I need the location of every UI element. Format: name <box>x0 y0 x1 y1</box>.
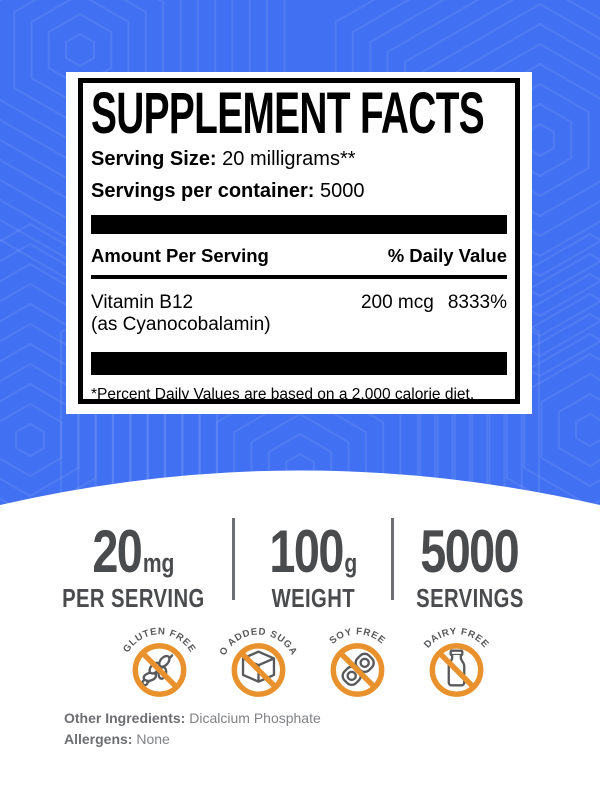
gluten-free-badge: GLUTEN FREE <box>111 612 208 702</box>
prohibition-circle <box>132 643 187 697</box>
prohibition-circle <box>231 643 286 697</box>
stat-servings: 5000 SERVINGS <box>394 516 545 612</box>
badge-label: NO ADDED SUGAR <box>210 612 299 658</box>
nutrient-name: Vitamin B12 (as Cyanocobalamin) <box>91 292 271 337</box>
svg-text:NO ADDED SUGAR: NO ADDED SUGAR <box>210 612 299 658</box>
dietary-badges: GLUTEN FREE NO ADDED SUGAR <box>0 612 600 702</box>
nutrient-amount: 200 mcg <box>360 292 434 314</box>
nutrient-name-line1: Vitamin B12 <box>91 292 194 314</box>
soy-free-badge: SOY FREE <box>309 612 406 702</box>
allergens-label: Allergens: <box>64 731 133 747</box>
badge-label: GLUTEN FREE <box>121 626 197 655</box>
other-ingredients-value: Dicalcium Phosphate <box>185 710 321 726</box>
stat-weight: 100 g WEIGHT <box>235 516 391 612</box>
stat-number: 100 g <box>269 522 357 582</box>
thin-divider-rule <box>91 275 507 280</box>
stat-number: 20 mg <box>92 522 174 582</box>
nutrient-name-line2: (as Cyanocobalamin) <box>91 314 271 336</box>
stat-label: WEIGHT <box>271 583 355 613</box>
daily-value-header: % Daily Value <box>387 245 507 267</box>
amount-per-serving-header: Amount Per Serving <box>91 245 269 267</box>
stat-divider <box>232 518 235 600</box>
stat-unit: g <box>344 548 357 578</box>
dairy-free-badge: DAIRY FREE <box>408 612 505 702</box>
other-ingredients-line: Other Ingredients: Dicalcium Phosphate <box>64 708 321 729</box>
stat-value: 20 <box>92 518 142 585</box>
serving-size-value: 20 milligrams** <box>216 148 356 171</box>
stat-value: 100 <box>269 518 344 585</box>
stat-label: SERVINGS <box>415 583 524 613</box>
stats-strip: 20 mg PER SERVING 100 g WEIGHT 5000 SERVIN… <box>35 516 545 612</box>
servings-per-container-line: Servings per container: 5000 <box>91 180 507 203</box>
stat-value: 5000 <box>419 518 519 585</box>
supplement-facts-panel: SUPPLEMENT FACTS Serving Size: 20 millig… <box>66 72 532 414</box>
stat-divider <box>391 518 394 600</box>
serving-size-label: Serving Size: <box>91 148 217 171</box>
allergens-line: Allergens: None <box>64 729 321 750</box>
no-added-sugar-badge: NO ADDED SUGAR <box>210 612 307 702</box>
panel-title: SUPPLEMENT FACTS <box>91 81 485 146</box>
nutrient-daily-value: 8333% <box>447 292 507 314</box>
ingredients-footer: Other Ingredients: Dicalcium Phosphate A… <box>64 708 321 750</box>
column-headers: Amount Per Serving % Daily Value <box>91 245 507 267</box>
stat-unit: mg <box>142 548 175 578</box>
stat-label: PER SERVING <box>62 583 205 613</box>
nutrient-row: Vitamin B12 (as Cyanocobalamin) 200 mcg … <box>91 292 507 337</box>
prohibition-circle <box>429 643 484 697</box>
daily-value-footnote: *Percent Daily Values are based on a 2,0… <box>91 385 475 403</box>
thick-divider-bar <box>91 215 507 235</box>
other-ingredients-label: Other Ingredients: <box>64 710 186 726</box>
serving-size-line: Serving Size: 20 milligrams** <box>91 148 507 171</box>
prohibition-circle <box>330 643 385 697</box>
nutrient-values: 200 mcg 8333% <box>361 292 507 314</box>
lower-section-background <box>0 508 600 790</box>
stat-per-serving: 20 mg PER SERVING <box>35 516 232 612</box>
servings-label: Servings per container: <box>91 180 315 203</box>
svg-text:GLUTEN FREE: GLUTEN FREE <box>121 626 198 655</box>
curved-divider <box>0 470 600 512</box>
allergens-value: None <box>132 731 170 747</box>
stat-number: 5000 <box>420 522 519 582</box>
panel-border: SUPPLEMENT FACTS Serving Size: 20 millig… <box>78 78 520 404</box>
servings-value: 5000 <box>314 180 365 203</box>
thick-divider-bar-bottom <box>91 351 507 375</box>
